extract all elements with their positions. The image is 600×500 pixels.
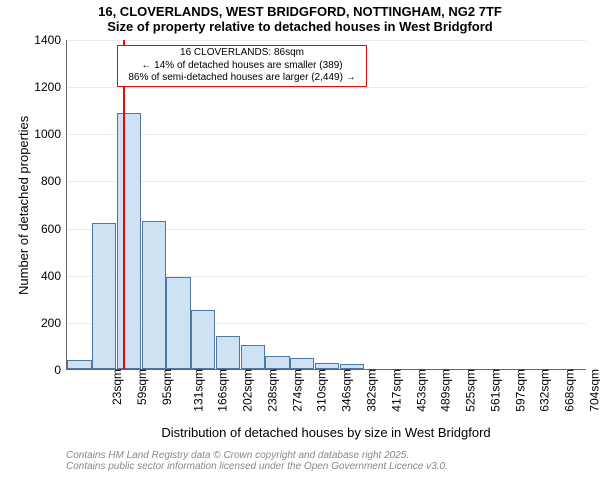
y-axis-label: Number of detached properties (16, 116, 31, 295)
x-tick-label: 59sqm (131, 369, 149, 405)
x-tick-label: 525sqm (460, 369, 478, 412)
y-tick-label: 600 (41, 222, 67, 236)
annotation-box: 16 CLOVERLANDS: 86sqm← 14% of detached h… (117, 45, 367, 87)
histogram-bar (265, 356, 289, 369)
gridline (67, 181, 586, 182)
x-tick-label: 453sqm (410, 369, 428, 412)
x-tick-label: 95sqm (156, 369, 174, 405)
gridline (67, 40, 586, 41)
x-tick-label: 310sqm (311, 369, 329, 412)
histogram-bar (67, 360, 91, 369)
title-line-2: Size of property relative to detached ho… (0, 19, 600, 34)
y-tick-label: 400 (41, 269, 67, 283)
x-tick-label: 561sqm (485, 369, 503, 412)
histogram-bar (117, 113, 141, 369)
gridline (67, 87, 586, 88)
histogram-bar (315, 363, 339, 369)
y-tick-label: 1200 (34, 80, 67, 94)
x-tick-label: 489sqm (435, 369, 453, 412)
x-tick-label: 166sqm (212, 369, 230, 412)
histogram-bar (340, 364, 364, 369)
histogram-bar (92, 223, 116, 369)
x-tick-label: 238sqm (262, 369, 280, 412)
histogram-bar (191, 310, 215, 369)
annotation-line: 16 CLOVERLANDS: 86sqm (121, 47, 363, 60)
x-tick-label: 346sqm (336, 369, 354, 412)
histogram-bar (166, 277, 190, 369)
x-tick-label: 597sqm (509, 369, 527, 412)
footer-line-2: Contains public sector information licen… (66, 461, 448, 472)
x-tick-label: 23sqm (106, 369, 124, 405)
gridline (67, 134, 586, 135)
chart-titles: 16, CLOVERLANDS, WEST BRIDGFORD, NOTTING… (0, 4, 600, 34)
chart-area: Number of detached properties 0200400600… (0, 40, 600, 455)
y-tick-label: 200 (41, 316, 67, 330)
footer: Contains HM Land Registry data © Crown c… (66, 450, 448, 472)
annotation-line: ← 14% of detached houses are smaller (38… (121, 60, 363, 73)
y-tick-label: 0 (54, 363, 67, 377)
x-tick-label: 274sqm (286, 369, 304, 412)
histogram-bar (241, 345, 265, 369)
title-line-1: 16, CLOVERLANDS, WEST BRIDGFORD, NOTTING… (0, 4, 600, 19)
x-tick-label: 202sqm (237, 369, 255, 412)
histogram-bar (142, 221, 166, 370)
footer-line-1: Contains HM Land Registry data © Crown c… (66, 450, 448, 461)
x-axis-label: Distribution of detached houses by size … (66, 425, 586, 440)
annotation-line: 86% of semi-detached houses are larger (… (121, 72, 363, 85)
y-tick-label: 1000 (34, 127, 67, 141)
y-tick-label: 1400 (34, 33, 67, 47)
plot-region: 020040060080010001200140023sqm59sqm95sqm… (66, 40, 586, 370)
x-tick-label: 632sqm (534, 369, 552, 412)
x-tick-label: 131sqm (187, 369, 205, 412)
x-tick-label: 382sqm (361, 369, 379, 412)
x-tick-label: 668sqm (559, 369, 577, 412)
reference-line (123, 40, 125, 369)
y-tick-label: 800 (41, 174, 67, 188)
x-tick-label: 417sqm (385, 369, 403, 412)
histogram-bar (290, 358, 314, 369)
histogram-bar (216, 336, 240, 369)
x-tick-label: 704sqm (584, 369, 600, 412)
